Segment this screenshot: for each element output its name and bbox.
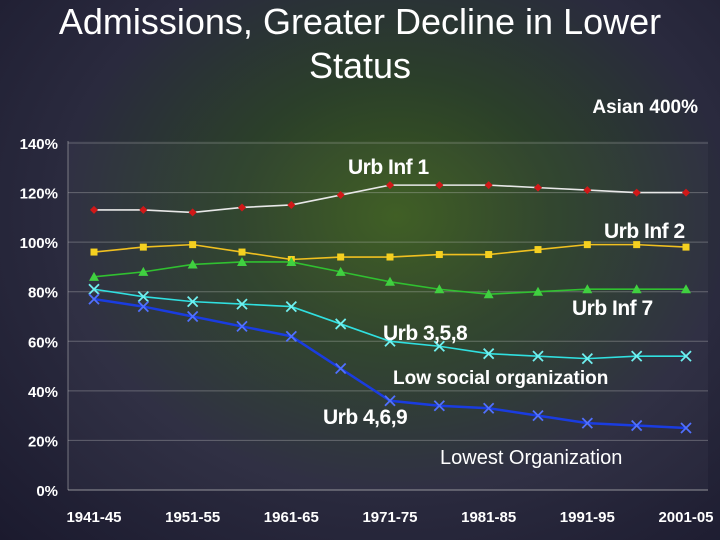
title-line-3: Status xyxy=(308,45,412,86)
data-point xyxy=(384,395,396,407)
data-point xyxy=(90,248,98,256)
data-point xyxy=(88,283,100,295)
data-point xyxy=(137,291,149,303)
data-point xyxy=(238,203,246,212)
y-tick-label: 0% xyxy=(36,483,58,500)
x-tick-label: 2001-05 xyxy=(658,509,713,526)
data-point xyxy=(90,205,98,214)
data-point xyxy=(534,246,542,254)
y-tick-label: 140% xyxy=(20,136,58,153)
data-point xyxy=(236,320,248,333)
title-line-2: Admissions, Greater Decline in Lower xyxy=(58,1,662,42)
data-point xyxy=(385,276,395,286)
data-point xyxy=(631,350,643,362)
data-point xyxy=(484,181,493,190)
data-point xyxy=(89,271,99,281)
data-point xyxy=(682,188,690,197)
data-point xyxy=(435,181,444,190)
data-point xyxy=(287,200,296,209)
data-point xyxy=(285,330,297,342)
data-point xyxy=(189,241,197,249)
x-tick-label: 1971-75 xyxy=(362,509,417,526)
data-point xyxy=(582,284,593,294)
data-point xyxy=(581,352,593,365)
series-label: Urb Inf 1 xyxy=(348,156,429,179)
y-tick-label: 20% xyxy=(28,433,58,450)
data-point xyxy=(335,318,347,330)
data-point xyxy=(335,266,346,276)
data-point xyxy=(532,350,544,362)
data-point xyxy=(681,284,691,294)
data-point xyxy=(386,253,394,261)
data-point xyxy=(682,243,690,251)
x-tick-label: 1941-45 xyxy=(66,509,121,526)
data-point xyxy=(236,298,248,310)
y-tick-label: 100% xyxy=(20,235,58,252)
data-point xyxy=(386,181,394,190)
data-point xyxy=(187,310,199,323)
data-point xyxy=(583,186,592,195)
y-tick-label: 60% xyxy=(28,334,58,351)
data-point xyxy=(188,208,197,217)
data-point xyxy=(532,410,544,422)
data-point xyxy=(533,286,543,296)
data-point xyxy=(680,350,692,362)
data-point xyxy=(433,340,445,352)
data-point xyxy=(384,335,396,347)
data-point xyxy=(633,241,641,249)
data-point xyxy=(187,259,198,269)
annotation-asian: Asian 400% xyxy=(592,97,698,118)
data-point xyxy=(139,205,148,214)
data-point xyxy=(139,243,147,251)
data-point xyxy=(187,295,199,308)
data-point xyxy=(680,422,692,434)
data-point xyxy=(286,256,297,266)
data-point xyxy=(137,300,149,313)
data-point xyxy=(534,183,542,192)
data-point xyxy=(583,241,591,249)
data-point xyxy=(285,300,297,313)
data-point xyxy=(632,188,641,197)
data-point xyxy=(433,400,445,412)
data-point xyxy=(631,419,643,432)
data-point xyxy=(581,417,593,429)
series-label: Urb 3,5,8 xyxy=(383,322,468,345)
x-tick-label: 1961-65 xyxy=(264,509,319,526)
data-point xyxy=(237,256,247,266)
data-point xyxy=(138,266,149,276)
data-point xyxy=(434,284,445,294)
series-label: Urb 4,6,9 xyxy=(323,406,407,429)
data-point xyxy=(336,191,345,200)
x-tick-label: 1991-95 xyxy=(560,509,615,526)
data-point xyxy=(483,348,495,360)
x-tick-label: 1981-85 xyxy=(461,509,516,526)
data-point xyxy=(238,248,246,256)
data-point xyxy=(435,251,443,259)
data-point xyxy=(335,362,347,375)
y-tick-label: 120% xyxy=(20,186,58,203)
series-label: Urb Inf 7 xyxy=(572,297,653,320)
series-label: Urb Inf 2 xyxy=(604,220,685,243)
data-point xyxy=(337,253,345,261)
data-point xyxy=(483,402,495,414)
y-tick-label: 80% xyxy=(28,285,58,302)
annotation-lowest-organization: Lowest Organization xyxy=(440,447,623,469)
data-point xyxy=(88,293,100,305)
x-tick-label: 1951-55 xyxy=(165,509,220,526)
data-point xyxy=(483,289,494,299)
data-point xyxy=(485,251,493,259)
y-tick-label: 40% xyxy=(28,384,58,401)
data-point xyxy=(631,284,642,294)
annotation-low-social-organization: Low social organization xyxy=(393,368,609,389)
